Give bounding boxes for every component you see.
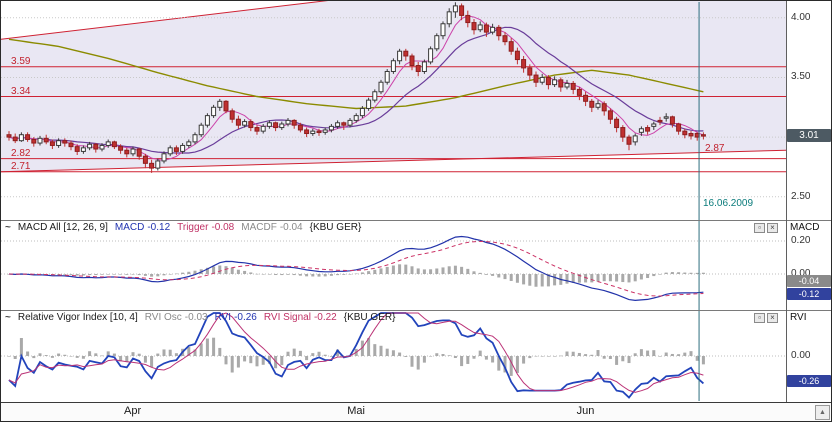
rvi-signal-label: RVI Signal	[263, 312, 311, 323]
rvi-axis-title: RVI	[790, 312, 807, 323]
time-axis	[1, 402, 831, 421]
macd-minimize-button[interactable]: ▫	[754, 223, 765, 233]
macd-layer	[1, 235, 786, 302]
rvi-window-buttons: ▫ ×	[754, 313, 778, 323]
minimize-icon: ▫	[758, 223, 761, 232]
rvi-signal-value: -0.22	[313, 312, 337, 323]
lower-trendline	[1, 149, 786, 173]
rvi-osc-value: -0.03	[184, 312, 208, 323]
macd-axis-title: MACD	[790, 222, 820, 233]
close-icon: ×	[770, 223, 775, 232]
macd-close-button[interactable]: ×	[767, 223, 778, 233]
rvi-line-readout: RVI -0.26	[215, 312, 257, 323]
rvi-panel-header: ~ Relative Vigor Index [10, 4] RVI Osc -…	[5, 312, 395, 323]
panel-divider-macd-rvi[interactable]	[1, 310, 831, 311]
rvi-panel-title: Relative Vigor Index [10, 4]	[17, 312, 138, 323]
trigger-line	[8, 240, 704, 297]
up-arrow-icon: ▲	[819, 409, 826, 416]
panel-divider-main-macd[interactable]	[1, 220, 831, 221]
macd-trigger-readout: Trigger -0.08	[177, 222, 234, 233]
indicator-wave-icon: ~	[5, 312, 11, 323]
minimize-icon: ▫	[758, 313, 761, 322]
close-icon: ×	[770, 313, 775, 322]
slow-ma-line	[8, 26, 704, 154]
trend-channel-fill	[1, 1, 786, 172]
macd-forest-label: MACDF	[241, 222, 277, 233]
rvi-minimize-button[interactable]: ▫	[754, 313, 765, 323]
price-axis-divider	[786, 1, 787, 402]
rvi-line-value: -0.26	[234, 312, 257, 323]
main-chart-layer	[1, 1, 786, 198]
upper-trendline	[1, 1, 329, 40]
rvi-layer	[1, 312, 786, 399]
macd-panel-header: ~ MACD All [12, 26, 9] MACD -0.12 Trigge…	[5, 222, 361, 233]
rvi-symbol-label: {KBU GER}	[343, 312, 396, 323]
macd-panel-title: MACD All [12, 26, 9]	[17, 222, 108, 233]
rvi-osc-label: RVI Osc	[144, 312, 182, 323]
rvi-signal-line	[8, 312, 704, 393]
macd-line-readout: MACD -0.12	[115, 222, 170, 233]
rvi-osc-readout: RVI Osc -0.03	[145, 312, 208, 323]
rvi-line	[8, 312, 704, 399]
macd-line	[8, 235, 704, 302]
macd-forest-value: -0.04	[279, 222, 303, 233]
macd-line-label: MACD	[114, 222, 145, 233]
candles	[6, 2, 706, 173]
macd-forest-readout: MACDF -0.04	[241, 222, 302, 233]
rvi-signal-readout: RVI Signal -0.22	[264, 312, 337, 323]
scroll-up-button[interactable]: ▲	[815, 405, 830, 420]
macd-symbol-label: {KBU GER}	[309, 222, 362, 233]
indicator-wave-icon: ~	[5, 222, 11, 233]
macd-trigger-label: Trigger	[177, 222, 209, 233]
rvi-line-label: RVI	[214, 312, 232, 323]
macd-window-buttons: ▫ ×	[754, 223, 778, 233]
rvi-close-button[interactable]: ×	[767, 313, 778, 323]
macd-trigger-value: -0.08	[211, 222, 235, 233]
macd-line-value: -0.12	[147, 222, 171, 233]
long-ma-line	[8, 38, 704, 110]
